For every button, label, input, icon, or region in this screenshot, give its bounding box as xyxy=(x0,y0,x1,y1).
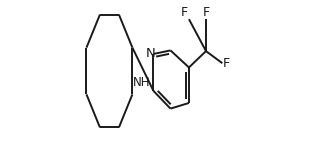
Text: F: F xyxy=(203,6,209,19)
Text: F: F xyxy=(223,57,230,70)
Text: N: N xyxy=(146,47,156,60)
Text: NH: NH xyxy=(133,76,150,88)
Text: F: F xyxy=(181,6,188,19)
